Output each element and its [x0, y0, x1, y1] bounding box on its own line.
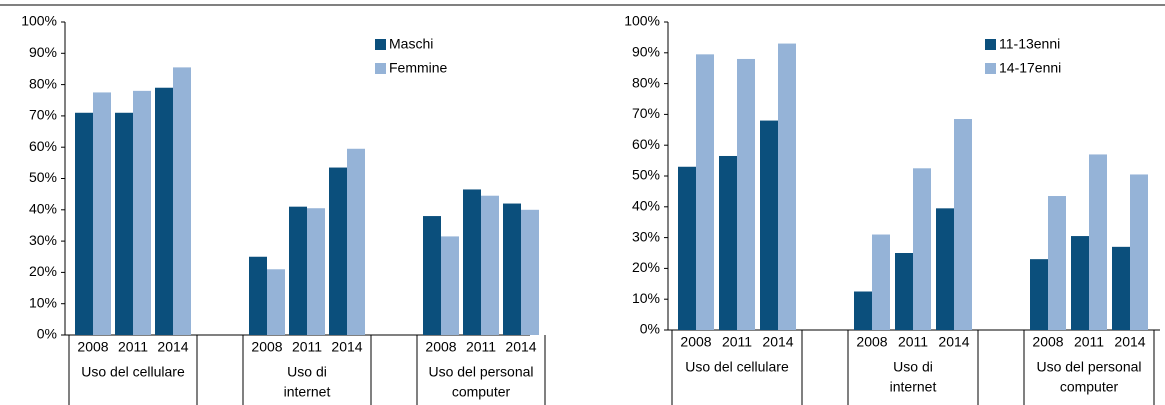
- group-label: Uso di: [287, 364, 327, 380]
- y-tick-label: 10%: [632, 290, 660, 306]
- bar: [719, 155, 737, 330]
- x-tick-label: 2008: [77, 339, 108, 355]
- x-tick-label: 2011: [722, 334, 752, 350]
- x-tick-label: 2014: [505, 339, 536, 355]
- legend-swatch: [985, 39, 996, 50]
- group-label: computer: [452, 384, 511, 400]
- y-tick-label: 80%: [29, 75, 57, 91]
- legend-swatch: [375, 63, 386, 74]
- group-label: computer: [1060, 379, 1119, 395]
- x-tick-label: 2011: [292, 339, 322, 355]
- group-label: Uso del cellulare: [685, 359, 789, 375]
- bar: [173, 67, 191, 335]
- y-tick-label: 60%: [632, 136, 660, 152]
- bar: [872, 234, 890, 330]
- bar: [423, 216, 441, 335]
- group-label: internet: [890, 379, 937, 395]
- bar: [481, 195, 499, 335]
- bar: [1048, 196, 1066, 330]
- legend-swatch: [985, 63, 996, 74]
- bar: [307, 208, 325, 335]
- x-tick-label: 2011: [1074, 334, 1104, 350]
- bar: [1030, 259, 1048, 330]
- x-tick-label: 2011: [118, 339, 148, 355]
- x-tick-label: 2014: [762, 334, 793, 350]
- bar: [75, 112, 93, 336]
- bar: [760, 120, 778, 330]
- y-tick-label: 70%: [632, 105, 660, 121]
- y-tick-label: 30%: [29, 232, 57, 248]
- x-tick-label: 2014: [157, 339, 188, 355]
- x-tick-label: 2011: [466, 339, 496, 355]
- bar: [503, 203, 521, 335]
- y-tick-label: 50%: [632, 167, 660, 183]
- y-tick-label: 0%: [640, 321, 660, 337]
- bar: [854, 291, 872, 330]
- x-tick-label: 2008: [680, 334, 711, 350]
- x-tick-label: 2008: [251, 339, 282, 355]
- y-tick-label: 100%: [624, 13, 660, 29]
- x-tick-label: 2008: [856, 334, 887, 350]
- bar: [1071, 236, 1089, 330]
- y-tick-label: 10%: [29, 294, 57, 310]
- legend-label: Femmine: [389, 60, 448, 76]
- y-tick-label: 70%: [29, 107, 57, 123]
- y-tick-label: 60%: [29, 138, 57, 154]
- y-tick-label: 100%: [21, 13, 57, 29]
- bar: [1089, 154, 1107, 330]
- y-tick-label: 20%: [632, 259, 660, 275]
- bar: [249, 256, 267, 335]
- y-tick-label: 40%: [29, 201, 57, 217]
- bar: [936, 208, 954, 330]
- x-tick-label: 2011: [898, 334, 928, 350]
- bar: [521, 209, 539, 335]
- bar: [155, 87, 173, 335]
- bar: [678, 166, 696, 330]
- y-tick-label: 90%: [632, 44, 660, 60]
- group-label: Uso del cellulare: [81, 364, 185, 380]
- bar: [463, 189, 481, 335]
- bar: [954, 119, 972, 331]
- x-tick-label: 2014: [938, 334, 969, 350]
- bar: [267, 269, 285, 335]
- y-tick-label: 20%: [29, 263, 57, 279]
- bar: [441, 236, 459, 335]
- bar: [895, 253, 913, 330]
- group-label: Uso di: [893, 359, 933, 375]
- bar: [115, 112, 133, 336]
- bar: [347, 148, 365, 335]
- x-tick-label: 2008: [1032, 334, 1063, 350]
- y-tick-label: 0%: [37, 326, 57, 342]
- bar: [289, 206, 307, 335]
- y-tick-label: 90%: [29, 44, 57, 60]
- bar: [737, 58, 755, 331]
- bar: [133, 90, 151, 335]
- bar: [1112, 246, 1130, 330]
- bar: [1130, 174, 1148, 330]
- bar: [93, 92, 111, 335]
- bar: [913, 168, 931, 330]
- x-tick-label: 2014: [1114, 334, 1145, 350]
- x-tick-label: 2008: [425, 339, 456, 355]
- legend-label: Maschi: [389, 36, 433, 52]
- bar: [778, 43, 796, 331]
- y-tick-label: 80%: [632, 74, 660, 90]
- x-tick-label: 2014: [331, 339, 362, 355]
- legend-swatch: [375, 39, 386, 50]
- bar: [696, 54, 714, 331]
- legend-label: 11-13enni: [999, 36, 1060, 52]
- group-label: internet: [284, 384, 331, 400]
- y-tick-label: 50%: [29, 169, 57, 185]
- group-label: Uso del personal: [428, 364, 533, 380]
- group-label: Uso del personal: [1036, 359, 1141, 375]
- legend-label: 14-17enni: [999, 60, 1061, 76]
- y-tick-label: 30%: [632, 228, 660, 244]
- y-tick-label: 40%: [632, 198, 660, 214]
- bar: [329, 167, 347, 335]
